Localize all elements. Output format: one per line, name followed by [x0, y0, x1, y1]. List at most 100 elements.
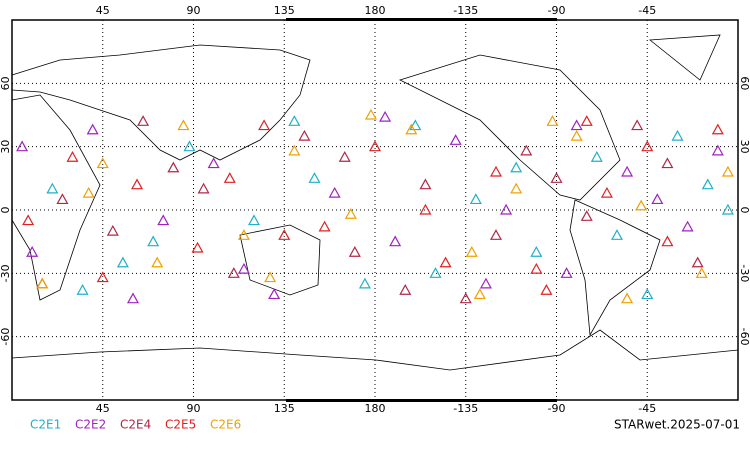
point — [419, 203, 432, 215]
point — [344, 207, 357, 219]
point — [177, 119, 190, 131]
point — [288, 144, 301, 156]
point — [721, 165, 734, 177]
y-tick-label: 30 — [0, 140, 12, 154]
y-tick-label: -60 — [738, 328, 750, 346]
point — [409, 119, 422, 131]
point — [167, 161, 180, 173]
legend-entry: C2E4 — [120, 418, 151, 432]
x-tick-label: 180 — [365, 4, 386, 17]
point — [131, 178, 144, 190]
y-tick-label: -60 — [0, 328, 12, 346]
point — [191, 241, 204, 253]
point — [711, 144, 724, 156]
point — [510, 182, 523, 194]
frame-bar — [286, 18, 557, 21]
coastline — [569, 199, 661, 337]
point — [711, 123, 724, 135]
point — [530, 262, 543, 274]
point — [308, 172, 321, 183]
point — [358, 277, 371, 289]
point — [580, 210, 593, 221]
point — [264, 271, 277, 283]
point — [530, 245, 543, 257]
point — [298, 129, 311, 141]
point — [621, 292, 634, 304]
point — [379, 110, 392, 122]
point — [36, 277, 49, 289]
point — [405, 123, 418, 135]
point — [96, 271, 109, 283]
point — [449, 134, 462, 145]
point — [590, 150, 603, 162]
point — [610, 229, 624, 240]
point — [661, 235, 674, 247]
legend-entry: C2E5 — [165, 418, 196, 432]
point — [479, 277, 492, 289]
x-tick-label: -45 — [638, 4, 656, 17]
point — [635, 199, 648, 211]
x-tick-label: 135 — [274, 402, 295, 415]
footer: STARwet.2025-07-01 — [614, 418, 740, 432]
x-tick-label: -90 — [548, 4, 566, 17]
point — [681, 220, 694, 232]
x-tick-label: 45 — [96, 4, 110, 17]
point — [701, 178, 714, 190]
point — [328, 186, 341, 198]
point — [36, 277, 49, 289]
x-tick-label: -90 — [548, 402, 566, 415]
point — [439, 256, 452, 268]
point — [489, 165, 503, 177]
point — [237, 262, 250, 274]
x-tick-label: -135 — [453, 4, 478, 17]
point — [641, 140, 654, 152]
x-tick-label: 90 — [187, 402, 201, 415]
coastlines — [11, 34, 739, 371]
point — [429, 267, 442, 278]
point — [560, 267, 573, 278]
x-tick-label: 180 — [365, 402, 386, 415]
y-tick-label: 30 — [738, 140, 750, 154]
y-tick-label: -30 — [738, 264, 750, 282]
point — [691, 256, 704, 268]
point — [469, 193, 482, 205]
point — [546, 115, 559, 126]
point — [500, 203, 513, 215]
point — [580, 115, 593, 126]
point — [137, 115, 150, 126]
point — [489, 229, 503, 240]
point — [510, 161, 523, 173]
point — [26, 245, 39, 257]
y-tick-label: 0 — [738, 207, 750, 214]
point — [237, 229, 250, 240]
point — [465, 245, 478, 257]
legend-entry: C2E2 — [75, 418, 106, 432]
point — [368, 140, 382, 152]
point — [671, 129, 684, 141]
point — [550, 172, 563, 183]
point — [46, 182, 59, 194]
point — [419, 178, 432, 190]
point — [621, 165, 634, 177]
point — [695, 267, 708, 278]
point — [258, 119, 271, 131]
point — [570, 119, 583, 131]
point — [570, 129, 583, 141]
point — [223, 172, 236, 183]
points — [16, 108, 734, 304]
y-tick-label: -30 — [0, 264, 12, 282]
point — [399, 283, 412, 295]
x-tick-label: 135 — [274, 4, 295, 17]
grid — [12, 20, 738, 400]
point — [288, 115, 301, 126]
point — [600, 186, 613, 198]
point — [278, 229, 291, 240]
point — [661, 157, 674, 169]
point — [540, 283, 553, 295]
coastline — [239, 224, 321, 296]
x-tick-label: 45 — [96, 402, 110, 415]
point — [22, 214, 35, 226]
x-tick-label: 90 — [187, 4, 201, 17]
y-tick-label: 0 — [0, 207, 12, 214]
